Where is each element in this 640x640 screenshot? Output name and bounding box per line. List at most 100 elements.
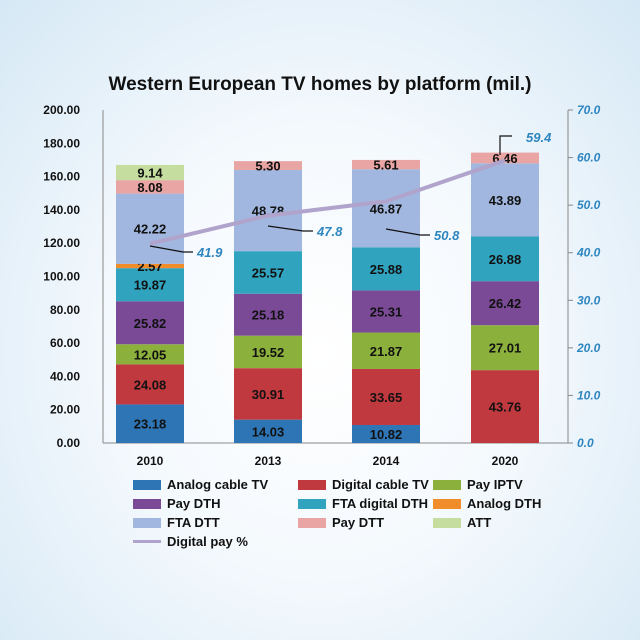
bar-segment bbox=[116, 263, 184, 269]
bar-segment bbox=[352, 290, 420, 333]
left-tick-label: 120.00 bbox=[43, 236, 80, 250]
data-label: 27.01 bbox=[489, 341, 522, 356]
left-tick-label: 100.00 bbox=[43, 270, 80, 284]
legend-swatch bbox=[298, 479, 326, 490]
x-tick-label: 2010 bbox=[137, 454, 164, 468]
bar-segment bbox=[116, 193, 184, 264]
x-tick-label: 2014 bbox=[373, 454, 400, 468]
bar-segment bbox=[234, 335, 302, 369]
bar-segment bbox=[471, 370, 539, 443]
data-label: 25.57 bbox=[252, 265, 285, 280]
x-tick-label: 2020 bbox=[492, 454, 519, 468]
bar-segment bbox=[116, 364, 184, 405]
legend-item: ATT bbox=[433, 515, 491, 530]
data-label: 19.87 bbox=[134, 278, 167, 293]
right-tick-label: 70.0 bbox=[577, 103, 601, 117]
bar-segment bbox=[116, 180, 184, 194]
legend-swatch bbox=[433, 479, 461, 490]
bar-segment bbox=[116, 268, 184, 302]
bar-segment bbox=[234, 161, 302, 170]
data-label: 5.61 bbox=[373, 158, 398, 173]
legend-swatch bbox=[298, 517, 326, 528]
callout-line bbox=[267, 225, 313, 232]
left-tick-label: 80.00 bbox=[50, 303, 80, 317]
legend-label: Analog DTH bbox=[467, 496, 542, 511]
legend-item: Pay DTT bbox=[298, 515, 384, 530]
bar-segment bbox=[234, 251, 302, 294]
bar-segment bbox=[116, 301, 184, 345]
legend-item: Digital pay % bbox=[133, 534, 248, 549]
bar-segment bbox=[471, 163, 539, 237]
left-tick-label: 20.00 bbox=[50, 403, 80, 417]
bar-segment bbox=[352, 159, 420, 170]
right-tick-label: 0.0 bbox=[577, 436, 594, 450]
data-label: 30.91 bbox=[252, 387, 285, 402]
legend-swatch bbox=[133, 479, 161, 490]
data-label: 25.18 bbox=[252, 308, 285, 323]
left-tick-label: 140.00 bbox=[43, 203, 80, 217]
data-label: 14.03 bbox=[252, 424, 285, 439]
legend-swatch bbox=[433, 498, 461, 509]
right-tick-label: 20.0 bbox=[576, 341, 601, 355]
bar-segment bbox=[116, 404, 184, 443]
bar-segment bbox=[352, 424, 420, 443]
data-label: 26.88 bbox=[489, 252, 522, 267]
legend-swatch bbox=[298, 498, 326, 509]
right-tick-label: 40.0 bbox=[576, 246, 601, 260]
callout-line bbox=[499, 135, 512, 155]
callout-line bbox=[385, 228, 430, 236]
bar-segment bbox=[471, 325, 539, 371]
data-label: 9.14 bbox=[137, 166, 163, 181]
callout-line bbox=[149, 245, 193, 253]
legend-label: Pay IPTV bbox=[467, 477, 523, 492]
legend-label: FTA DTT bbox=[167, 515, 220, 530]
legend-label: ATT bbox=[467, 515, 492, 530]
legend-swatch bbox=[133, 540, 161, 543]
bar-segment bbox=[352, 332, 420, 369]
data-label: 12.05 bbox=[134, 347, 167, 362]
line-value-label: 59.4 bbox=[526, 130, 552, 145]
right-tick-label: 60.0 bbox=[577, 151, 601, 165]
legend-item: Analog DTH bbox=[433, 496, 541, 511]
data-label: 10.82 bbox=[370, 427, 403, 442]
data-label: 42.22 bbox=[134, 222, 167, 237]
legend-swatch bbox=[133, 517, 161, 528]
legend-item: Digital cable TV bbox=[298, 477, 429, 492]
bar-segment bbox=[116, 344, 184, 365]
bar-segment bbox=[352, 169, 420, 248]
left-tick-label: 40.00 bbox=[50, 369, 80, 383]
legend-label: Digital pay % bbox=[167, 534, 248, 549]
data-label: 19.52 bbox=[252, 345, 285, 360]
bar-segment bbox=[234, 368, 302, 420]
legend-item: FTA digital DTH bbox=[298, 496, 428, 511]
data-label: 25.82 bbox=[134, 316, 167, 331]
legend-item: FTA DTT bbox=[133, 515, 220, 530]
bar-segment bbox=[234, 169, 302, 252]
legend-label: Digital cable TV bbox=[332, 477, 429, 492]
bar-segment bbox=[471, 152, 539, 164]
legend-label: Pay DTH bbox=[167, 496, 221, 511]
line-value-label: 47.8 bbox=[316, 224, 343, 239]
left-tick-label: 60.00 bbox=[50, 336, 80, 350]
data-label: 8.08 bbox=[137, 180, 162, 195]
legend-label: FTA digital DTH bbox=[332, 496, 429, 511]
bar-segment bbox=[116, 164, 184, 181]
digital-pay-line bbox=[149, 158, 506, 246]
data-label: 23.18 bbox=[134, 417, 167, 432]
data-label: 24.08 bbox=[134, 377, 167, 392]
data-label: 25.31 bbox=[370, 304, 403, 319]
legend-swatch bbox=[433, 517, 461, 528]
legend-label: Pay DTT bbox=[332, 515, 385, 530]
data-label: 26.42 bbox=[489, 296, 522, 311]
bar-segment bbox=[471, 281, 539, 326]
bar-segment bbox=[234, 293, 302, 336]
bar-segment bbox=[471, 236, 539, 282]
bar-segment bbox=[234, 419, 302, 443]
x-tick-label: 2013 bbox=[255, 454, 282, 468]
legend-label: Analog cable TV bbox=[167, 477, 269, 492]
bar-segment bbox=[352, 368, 420, 425]
data-label: 21.87 bbox=[370, 344, 403, 359]
legend-item: Analog cable TV bbox=[133, 477, 268, 492]
data-label: 5.30 bbox=[255, 159, 280, 174]
line-value-label: 41.9 bbox=[196, 245, 223, 260]
